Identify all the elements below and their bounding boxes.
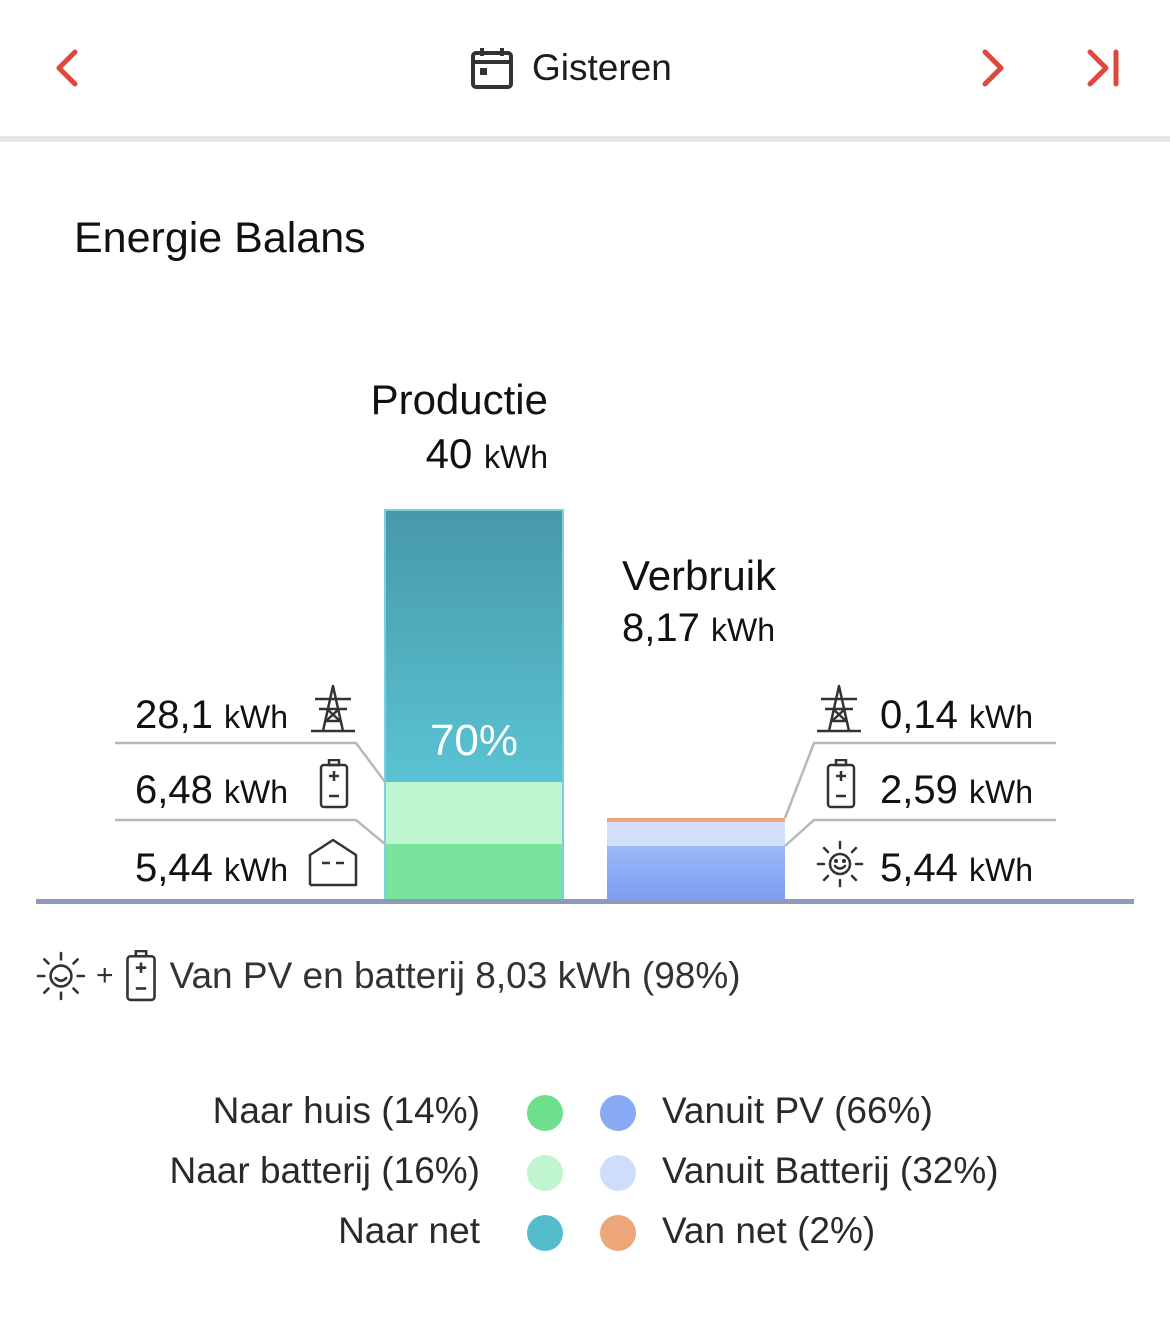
production-to-battery-unit: kWh bbox=[224, 774, 288, 810]
battery-icon bbox=[125, 950, 156, 1002]
production-to-grid-number: 28,1 bbox=[135, 693, 213, 737]
latest-day-button[interactable] bbox=[1074, 40, 1134, 96]
production-to-battery-segment bbox=[385, 782, 563, 844]
consumption-from-pv-value: 5,44 kWh bbox=[880, 846, 1033, 891]
consumption-from-grid-value: 0,14 kWh bbox=[880, 693, 1033, 738]
next-day-button[interactable] bbox=[964, 40, 1024, 96]
consumption-from-pv-number: 5,44 bbox=[880, 846, 958, 890]
energy-balance-chart bbox=[36, 509, 1134, 904]
consumption-from-battery-number: 2,59 bbox=[880, 768, 958, 812]
chevron-left-icon bbox=[56, 49, 78, 87]
production-to-house-segment bbox=[385, 844, 563, 900]
consumption-from-grid-segment bbox=[607, 818, 785, 822]
chevron-right-icon bbox=[982, 49, 1004, 87]
date-selector[interactable]: Gisteren bbox=[470, 38, 672, 98]
battery-icon bbox=[316, 758, 352, 810]
production-to-battery-number: 6,48 bbox=[135, 768, 213, 812]
consumption-from-grid-unit: kWh bbox=[968, 699, 1033, 735]
production-total: 40 kWh bbox=[300, 430, 548, 478]
chart-baseline bbox=[36, 899, 1134, 904]
legend-label-from-battery: Vanuit Batterij (32%) bbox=[662, 1150, 999, 1191]
sun-icon bbox=[36, 951, 86, 1001]
production-to-house-value: 5,44 kWh bbox=[118, 846, 288, 891]
consumption-from-pv-segment bbox=[607, 846, 785, 900]
legend-dot-from-grid bbox=[600, 1215, 636, 1251]
legend-label-to-battery: Naar batterij (16%) bbox=[169, 1150, 480, 1191]
previous-day-button[interactable] bbox=[36, 40, 96, 96]
consumption-from-grid-number: 0,14 bbox=[880, 693, 958, 737]
date-label: Gisteren bbox=[532, 47, 672, 88]
consumption-from-battery-segment bbox=[607, 822, 785, 846]
legend-label-from-grid: Van net (2%) bbox=[662, 1210, 876, 1251]
summary-text: Van PV en batterij 8,03 kWh (98%) bbox=[169, 955, 741, 996]
consumption-total-unit: kWh bbox=[710, 612, 775, 648]
self-sufficiency-summary: + Van PV en batterij 8,03 kWh (98%) bbox=[36, 946, 741, 1006]
consumption-from-battery-value: 2,59 kWh bbox=[880, 768, 1033, 813]
legend-dot-to-house bbox=[527, 1095, 563, 1131]
left-connector-grid bbox=[115, 741, 387, 783]
section-title: Energie Balans bbox=[74, 214, 366, 262]
production-to-house-unit: kWh bbox=[224, 852, 288, 888]
sun-icon bbox=[814, 838, 866, 890]
legend-label-to-house: Naar huis (14%) bbox=[212, 1090, 480, 1131]
production-to-grid-value: 28,1 kWh bbox=[118, 693, 288, 738]
skip-to-end-icon bbox=[1087, 49, 1119, 87]
top-bar: Gisteren bbox=[0, 0, 1170, 136]
power-tower-icon bbox=[814, 682, 864, 734]
consumption-title: Verbruik bbox=[622, 552, 777, 599]
legend-dot-from-battery bbox=[600, 1155, 636, 1191]
header-divider bbox=[0, 136, 1170, 142]
legend-label-to-grid: Naar net bbox=[338, 1210, 480, 1251]
production-to-grid-segment bbox=[385, 510, 563, 782]
production-total-value: 40 bbox=[425, 430, 473, 477]
consumption-total-value: 8,17 bbox=[622, 606, 700, 650]
plus-sign: + bbox=[96, 959, 114, 992]
consumption-from-pv-unit: kWh bbox=[968, 852, 1033, 888]
house-icon bbox=[306, 836, 360, 888]
production-to-grid-unit: kWh bbox=[224, 699, 288, 735]
power-tower-icon bbox=[308, 682, 358, 734]
production-total-unit: kWh bbox=[484, 439, 548, 475]
production-title: Productie bbox=[370, 376, 548, 423]
right-connector-grid bbox=[783, 741, 1056, 819]
production-to-house-number: 5,44 bbox=[135, 846, 213, 890]
legend-dot-from-pv bbox=[600, 1095, 636, 1131]
consumption-from-battery-unit: kWh bbox=[968, 774, 1033, 810]
consumption-total: 8,17 kWh bbox=[622, 606, 775, 651]
production-to-battery-value: 6,48 kWh bbox=[118, 768, 288, 813]
left-connector-battery bbox=[115, 818, 386, 845]
calendar-icon bbox=[471, 48, 513, 89]
production-grid-percent-label: 70% bbox=[429, 716, 519, 765]
legend-label-from-pv: Vanuit PV (66%) bbox=[662, 1090, 933, 1131]
right-connector-battery bbox=[784, 818, 1056, 847]
legend-dot-to-battery bbox=[527, 1155, 563, 1191]
legend-dot-to-grid bbox=[527, 1215, 563, 1251]
battery-icon bbox=[823, 758, 859, 810]
